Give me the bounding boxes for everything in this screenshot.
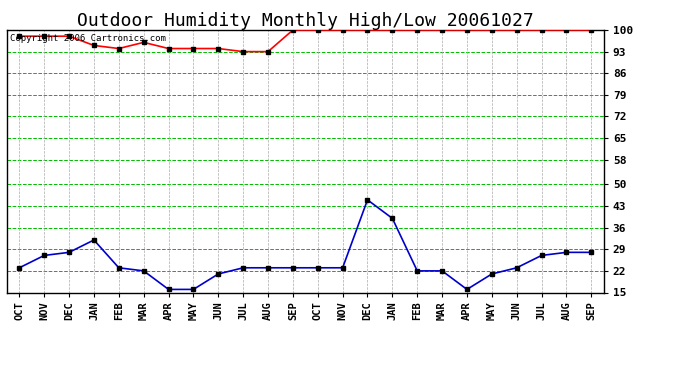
Text: Copyright 2006 Cartronics.com: Copyright 2006 Cartronics.com [10, 34, 166, 43]
Title: Outdoor Humidity Monthly High/Low 20061027: Outdoor Humidity Monthly High/Low 200610… [77, 12, 533, 30]
